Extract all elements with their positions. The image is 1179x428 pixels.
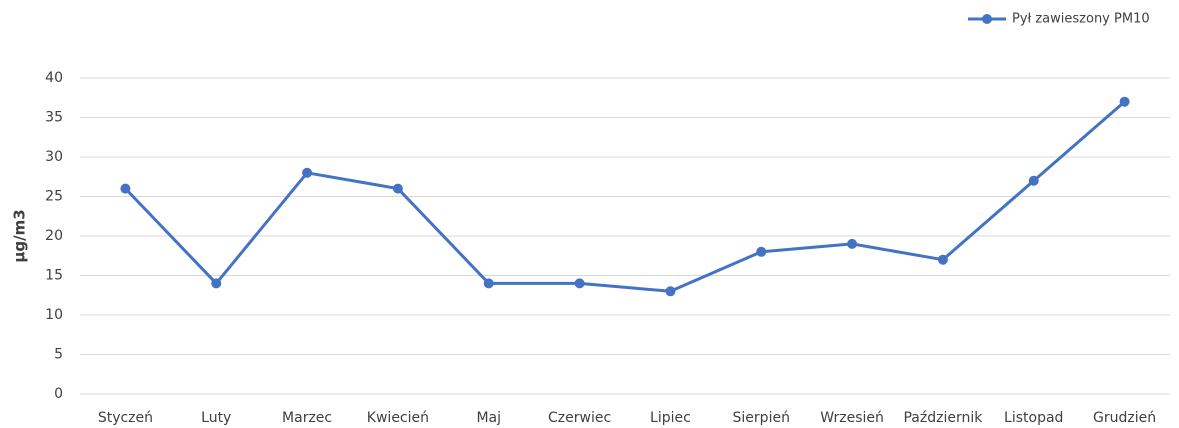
- x-tick-label: Maj: [476, 410, 501, 426]
- y-tick-label: 5: [54, 347, 63, 363]
- x-tick-label: Październik: [903, 410, 983, 426]
- data-point: [847, 238, 858, 249]
- x-tick-label: Kwiecień: [367, 410, 429, 426]
- data-point: [302, 167, 313, 178]
- y-tick-label: 35: [45, 110, 63, 126]
- data-point: [211, 278, 222, 289]
- y-axis-label: µg/m3: [11, 209, 29, 262]
- data-point: [392, 183, 403, 194]
- x-tick-label: Styczeń: [98, 410, 153, 426]
- data-point: [665, 286, 676, 297]
- legend-label: Pył zawieszony PM10: [1012, 12, 1150, 27]
- x-tick-label: Czerwiec: [548, 410, 611, 426]
- x-tick-label: Grudzień: [1093, 410, 1156, 426]
- data-point: [483, 278, 494, 289]
- y-tick-label: 0: [54, 386, 63, 402]
- data-point: [937, 254, 948, 265]
- y-tick-label: 40: [45, 70, 63, 86]
- data-point: [120, 183, 131, 194]
- data-point: [574, 278, 585, 289]
- data-point: [1119, 96, 1130, 107]
- x-tick-label: Luty: [201, 410, 231, 426]
- y-tick-label: 20: [45, 228, 63, 244]
- x-tick-label: Marzec: [282, 410, 332, 426]
- y-tick-label: 10: [45, 307, 63, 323]
- y-tick-label: 30: [45, 149, 63, 165]
- x-tick-label: Wrzesień: [820, 410, 884, 426]
- x-tick-label: Sierpień: [733, 410, 790, 426]
- data-point: [1028, 175, 1039, 186]
- data-point: [756, 246, 767, 257]
- legend-marker: [982, 14, 992, 24]
- x-tick-label: Listopad: [1004, 410, 1063, 426]
- y-tick-label: 15: [45, 268, 63, 284]
- x-tick-label: Lipiec: [650, 410, 691, 426]
- series-line: [124, 100, 1126, 293]
- y-tick-label: 25: [45, 189, 63, 205]
